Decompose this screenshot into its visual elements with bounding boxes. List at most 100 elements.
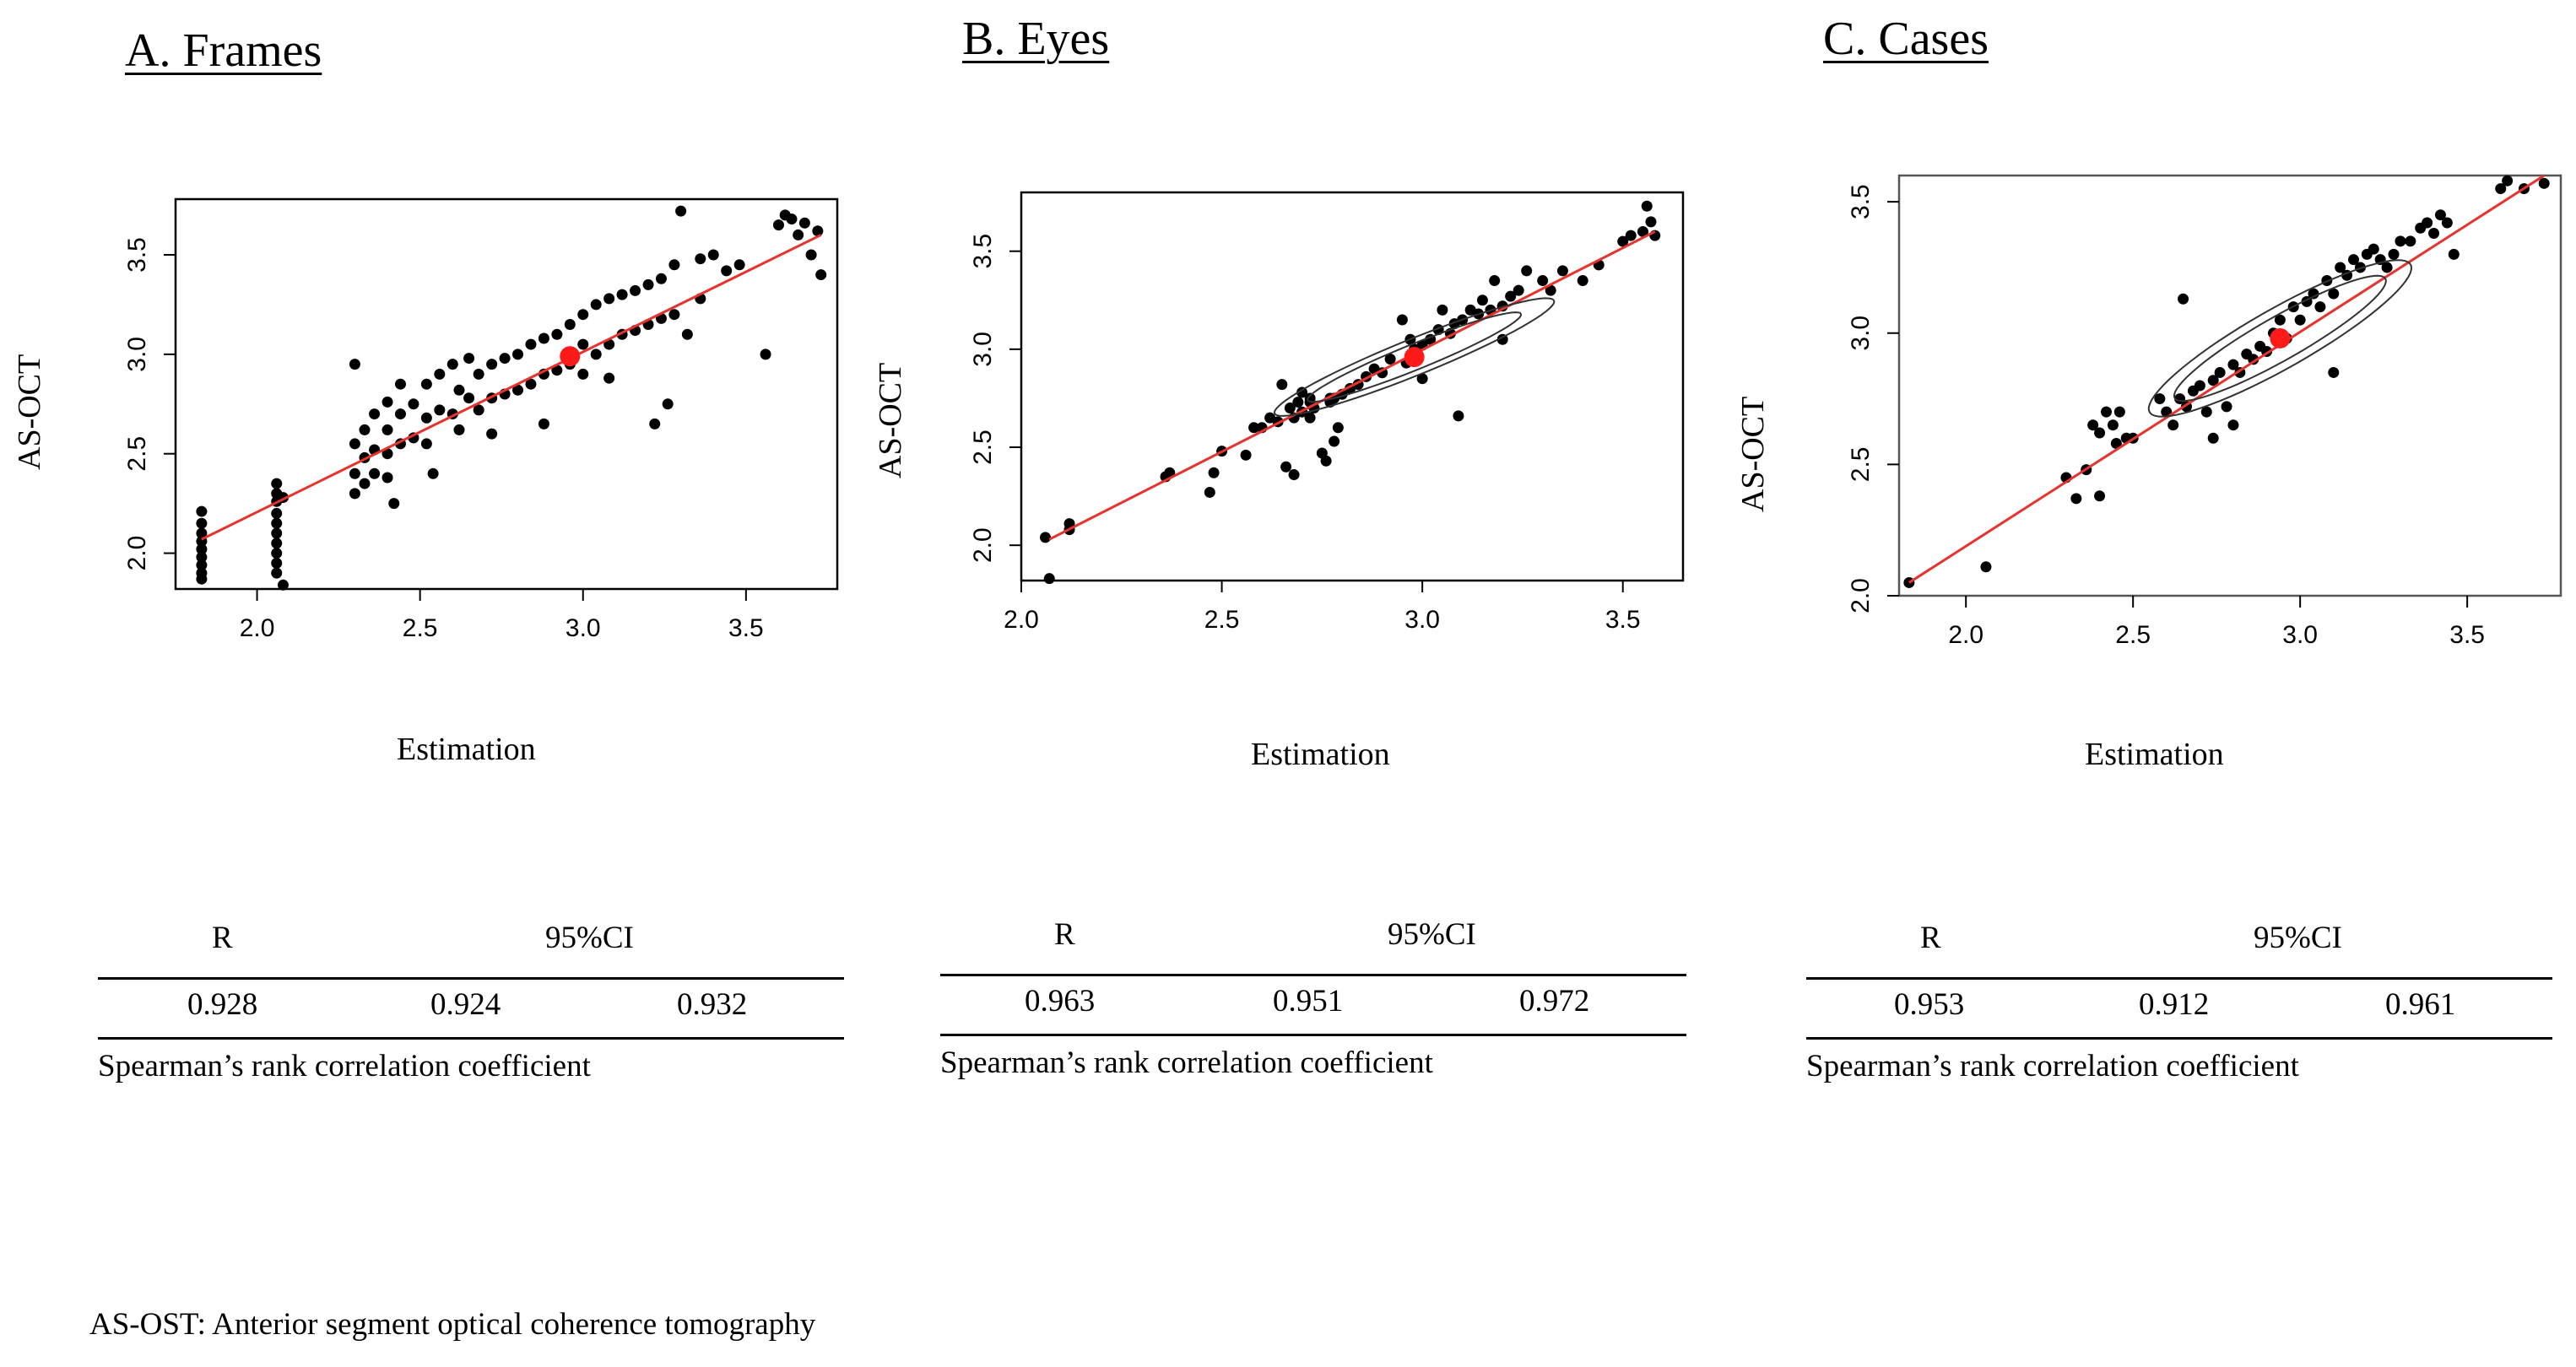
- data-point: [2502, 175, 2514, 186]
- data-point: [1280, 461, 1292, 473]
- panel-b-stats-table: R 95%CI 0.963 0.951 0.972 Spearman’s ran…: [940, 916, 1686, 1081]
- data-point: [2448, 248, 2460, 260]
- data-point: [551, 365, 563, 376]
- data-point: [453, 424, 465, 435]
- data-point: [2094, 490, 2106, 502]
- r-value: 0.928: [187, 987, 258, 1022]
- panel-b-y-title: AS-OCT: [873, 362, 908, 478]
- data-point: [2227, 419, 2239, 431]
- y-tick-label: 2.0: [1847, 578, 1875, 613]
- data-point: [577, 368, 589, 380]
- data-point: [1284, 403, 1296, 414]
- confidence-ellipse: [2173, 274, 2387, 403]
- data-point: [695, 253, 706, 265]
- table-rule-bottom: [1806, 1037, 2552, 1040]
- confidence-ellipse: [1273, 297, 1556, 417]
- data-point: [721, 265, 733, 277]
- data-point: [2405, 235, 2416, 247]
- data-point: [2248, 354, 2259, 365]
- plot-frame: [174, 197, 839, 591]
- data-point: [2274, 314, 2286, 326]
- data-point: [271, 478, 283, 489]
- data-point: [349, 359, 360, 370]
- data-point: [772, 219, 784, 231]
- data-point: [1208, 467, 1220, 478]
- y-tick-label: 2.5: [969, 430, 997, 465]
- data-point: [359, 424, 371, 435]
- data-point: [271, 538, 283, 549]
- panel-a-y-title: AS-OCT: [12, 354, 47, 470]
- data-point: [2107, 419, 2119, 431]
- eyes-scatter-plot: 2.0 2.5 3.0 3.5 2.0 2.5 3.0 3.5: [969, 191, 1685, 634]
- plot-frame: [1897, 174, 2562, 597]
- data-point: [649, 418, 661, 430]
- data-point: [1248, 422, 1260, 434]
- data-point: [1453, 410, 1464, 422]
- mean-point: [2270, 327, 2291, 349]
- data-point: [1396, 314, 1408, 326]
- x-tick-label: 3.5: [2449, 621, 2485, 649]
- x-tick-label: 2.5: [2115, 621, 2151, 649]
- data-point: [434, 404, 446, 416]
- data-point: [196, 573, 208, 585]
- ci-high-value: 0.932: [677, 987, 748, 1022]
- regression-line: [1048, 230, 1656, 541]
- data-point: [1521, 265, 1533, 277]
- data-point: [388, 498, 400, 510]
- data-point: [420, 412, 432, 424]
- x-tick-label: 3.5: [1605, 606, 1641, 634]
- data-point: [1617, 235, 1629, 247]
- data-point: [675, 205, 687, 217]
- data-point: [359, 478, 371, 489]
- ci-high-value: 0.972: [1519, 984, 1590, 1018]
- data-point: [382, 472, 393, 484]
- ci-header: 95%CI: [2254, 921, 2342, 955]
- data-point: [812, 225, 824, 237]
- stats-note: Spearman’s rank correlation coefficient: [98, 1049, 591, 1083]
- data-point: [2110, 437, 2122, 449]
- data-point: [2314, 301, 2326, 313]
- data-point: [2094, 427, 2106, 439]
- data-point: [1304, 412, 1316, 424]
- data-point: [394, 408, 406, 420]
- regression-line: [1908, 174, 2546, 584]
- data-point: [196, 517, 208, 529]
- confidence-ellipse: [2147, 259, 2412, 418]
- data-point: [2294, 314, 2306, 326]
- data-point: [196, 505, 208, 517]
- data-point: [2167, 419, 2179, 431]
- data-point: [473, 368, 484, 380]
- data-point: [2178, 293, 2189, 305]
- data-point: [2348, 254, 2360, 266]
- r-header: R: [1054, 917, 1075, 952]
- data-point: [2308, 288, 2319, 300]
- data-point: [349, 488, 360, 500]
- data-point: [499, 353, 511, 365]
- data-point: [2070, 493, 2082, 505]
- data-point: [2395, 235, 2406, 247]
- x-tick-label: 2.5: [403, 614, 438, 642]
- data-point: [1537, 275, 1549, 287]
- data-point: [2227, 359, 2239, 370]
- data-point: [551, 328, 563, 340]
- data-point: [2214, 366, 2226, 378]
- data-point: [1292, 397, 1304, 408]
- y-tick-label: 2.5: [123, 436, 151, 472]
- data-point: [369, 467, 381, 479]
- table-rule-top: [940, 974, 1686, 976]
- y-tick-label: 3.5: [123, 237, 151, 273]
- y-tick-label: 3.5: [1847, 184, 1875, 219]
- data-point: [1437, 304, 1448, 316]
- data-point: [590, 299, 602, 311]
- data-point: [525, 378, 537, 390]
- data-point: [1641, 200, 1653, 212]
- data-point: [668, 259, 680, 271]
- data-point: [2422, 217, 2433, 229]
- y-tick-label: 3.5: [969, 234, 997, 269]
- ci-low-value: 0.951: [1273, 984, 1344, 1018]
- table-rule-bottom: [98, 1037, 844, 1040]
- data-point: [1416, 373, 1428, 385]
- x-tick-label: 3.0: [2282, 621, 2318, 649]
- x-tick-label: 2.0: [1004, 606, 1039, 634]
- data-point: [1980, 561, 1992, 573]
